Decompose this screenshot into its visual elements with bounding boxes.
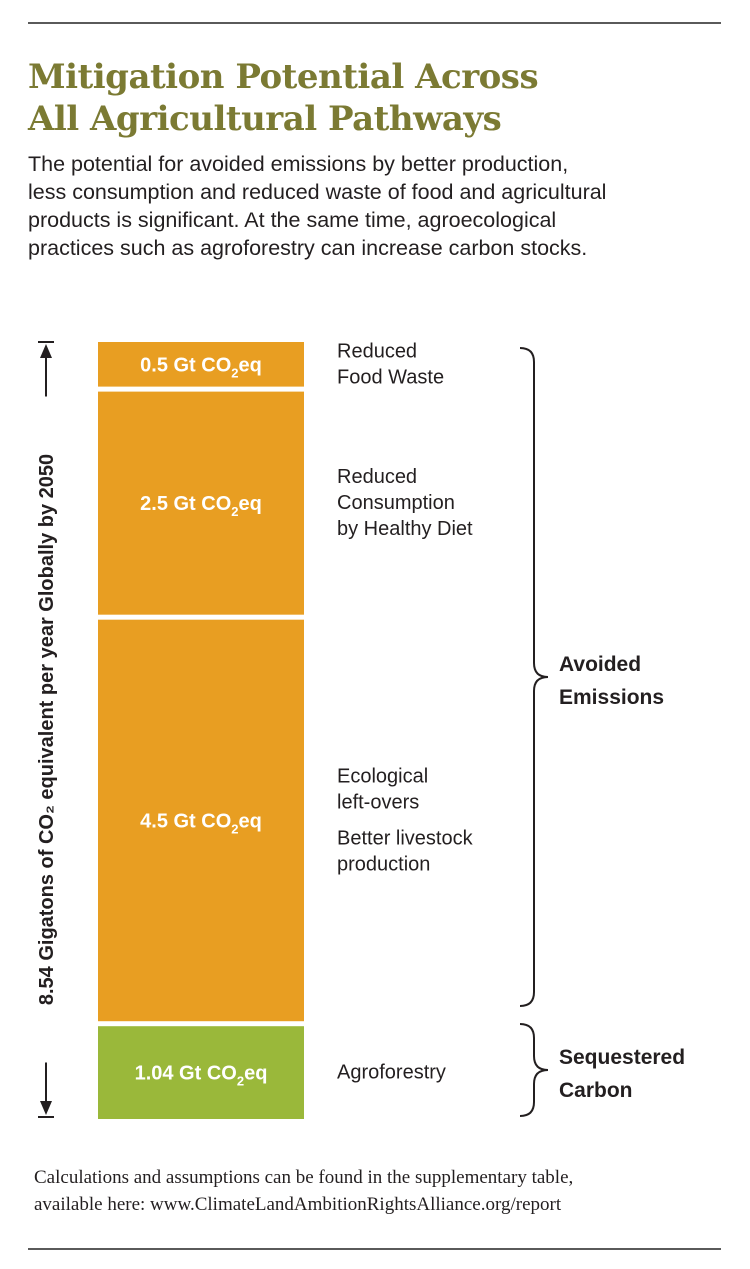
bar-value-label-3: 1.04 Gt CO2eq: [135, 1063, 268, 1089]
bar-segment-0: [98, 342, 304, 387]
group-label-1: Sequestered Carbon: [559, 1046, 685, 1102]
intro-line-1: The potential for avoided emissions by b…: [28, 152, 569, 176]
group-label-0: Avoided Emissions: [559, 653, 664, 709]
bar-value-label-1: 2.5 Gt CO2eq: [140, 493, 262, 519]
footnote-line-2: available here: www.ClimateLandAmbitionR…: [34, 1194, 562, 1215]
category-label-0-0: Reduced Food Waste: [337, 340, 444, 388]
total-axis-label: 8.54 Gigatons of CO₂ equivalent per year…: [36, 454, 58, 1005]
intro-line-3: products is significant. At the same tim…: [28, 208, 557, 232]
top-rule: [28, 22, 721, 24]
category-label-2-1: Better livestock production: [337, 827, 474, 875]
title-line-2: All Agricultural Pathways: [28, 99, 502, 139]
total-arrow-bottom-head: [40, 1101, 52, 1115]
group-brace-0: [519, 347, 549, 1007]
intro-line-4: practices such as agroforestry can incre…: [28, 236, 588, 260]
total-arrow-top-head: [40, 344, 52, 358]
page-title: Mitigation Potential Across All Agricult…: [28, 56, 728, 140]
intro-text: The potential for avoided emissions by b…: [28, 150, 728, 262]
category-label-3-0: Agroforestry: [337, 1062, 446, 1084]
bar-segment-3: [98, 1026, 304, 1119]
category-label-1-0: Reduced Consumption by Healthy Diet: [337, 466, 473, 540]
bar-value-label-0: 0.5 Gt CO2eq: [140, 354, 262, 380]
category-label-2-0: Ecological left-overs: [337, 765, 428, 813]
bottom-rule: [28, 1248, 721, 1250]
title-line-1: Mitigation Potential Across: [28, 57, 539, 97]
group-brace-1: [519, 1023, 549, 1117]
footnote: Calculations and assumptions can be foun…: [34, 1164, 724, 1218]
intro-line-2: less consumption and reduced waste of fo…: [28, 180, 607, 204]
footnote-line-1: Calculations and assumptions can be foun…: [34, 1167, 574, 1188]
bar-value-label-2: 4.5 Gt CO2eq: [140, 810, 262, 836]
stacked-bar-chart: 0.5 Gt CO2eq Reduced Food Waste 2.5 Gt CO2e…: [36, 340, 685, 1119]
bar-segment-1: [98, 391, 304, 615]
bar-segment-2: [98, 619, 304, 1022]
